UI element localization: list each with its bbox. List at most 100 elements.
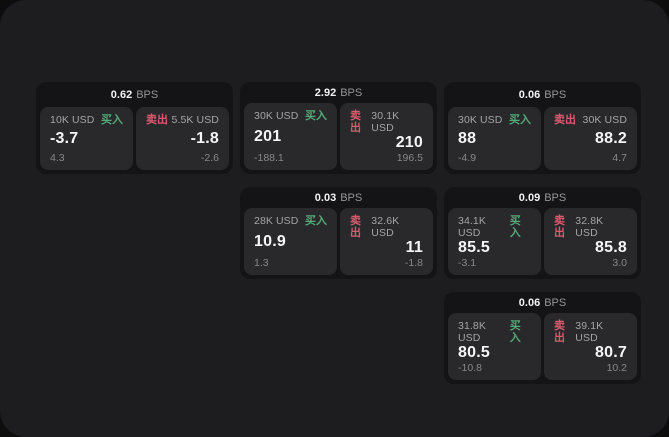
sell-side-label: 卖出 [554,320,565,344]
buy-change: 4.3 [50,152,65,164]
bps-header: 0.09 BPS [448,187,637,208]
buy-side-label: 买入 [509,320,521,344]
buy-tile-top: 10K USD 买入 [50,114,123,126]
sell-side-label: 卖出 [350,110,361,134]
bps-value: 0.06 [518,88,541,101]
sell-price: 11 [405,239,423,256]
sell-change: -2.6 [200,152,219,164]
sell-size: 30K USD [582,114,627,126]
buy-change: -4.9 [458,152,477,164]
quote-card: 0.03 BPS 28K USD 买入 10.9 1.3 卖出 32.6K US… [240,187,437,279]
buy-size: 30K USD [254,110,299,122]
bps-header: 0.62 BPS [40,82,229,107]
sell-change: 10.2 [606,362,627,374]
buy-size: 30K USD [458,114,503,126]
bps-value: 0.62 [110,88,133,101]
bps-unit: BPS [544,88,567,101]
buy-price: 85.5 [458,239,490,256]
buy-quote-tile[interactable]: 30K USD 买入 88 -4.9 [448,107,541,170]
buy-price: 10.9 [254,233,286,250]
buy-size: 31.8K USD [458,320,486,344]
sell-change: 196.5 [396,152,423,164]
bps-unit: BPS [340,191,363,204]
buy-quote-tile[interactable]: 30K USD 买入 201 -188.1 [244,103,337,170]
buy-tile-top: 30K USD 买入 [458,114,531,126]
buy-change: -3.1 [458,257,477,269]
sell-quote-tile[interactable]: 卖出 32.8K USD 85.8 3.0 [544,208,637,275]
card-body: 34.1K USD 买入 85.5 -3.1 卖出 32.8K USD 85.8… [448,208,637,275]
quote-card: 0.06 BPS 30K USD 买入 88 -4.9 卖出 30K USD 8… [444,82,641,174]
sell-price: 88.2 [595,130,627,147]
card-body: 30K USD 买入 88 -4.9 卖出 30K USD 88.2 4.7 [448,107,637,170]
sell-size: 32.6K USD [371,215,400,239]
bps-header: 0.06 BPS [448,82,637,107]
buy-side-label: 买入 [305,110,327,122]
buy-side-label: 买入 [305,215,327,227]
buy-price: 80.5 [458,344,490,361]
sell-tile-top: 卖出 30K USD [554,114,627,126]
bps-value: 0.09 [518,191,541,204]
sell-size: 30.1K USD [371,110,400,134]
buy-size: 28K USD [254,215,299,227]
sell-tile-top: 卖出 32.8K USD [554,215,627,239]
buy-change: -188.1 [254,152,284,164]
buy-quote-tile[interactable]: 10K USD 买入 -3.7 4.3 [40,107,133,170]
bps-value: 0.06 [518,296,541,309]
buy-quote-tile[interactable]: 34.1K USD 买入 85.5 -3.1 [448,208,541,275]
buy-quote-tile[interactable]: 28K USD 买入 10.9 1.3 [244,208,337,275]
buy-side-label: 买入 [509,114,531,126]
buy-change: 1.3 [254,257,269,269]
sell-quote-tile[interactable]: 卖出 32.6K USD 11 -1.8 [340,208,433,275]
sell-tile-top: 卖出 5.5K USD [146,114,219,126]
quote-card: 0.06 BPS 31.8K USD 买入 80.5 -10.8 卖出 39.1… [444,292,641,384]
quote-card: 0.09 BPS 34.1K USD 买入 85.5 -3.1 卖出 32.8K… [444,187,641,279]
sell-size: 39.1K USD [575,320,604,344]
buy-side-label: 买入 [509,215,521,239]
sell-quote-tile[interactable]: 卖出 5.5K USD -1.8 -2.6 [136,107,229,170]
sell-size: 32.8K USD [575,215,604,239]
bps-header: 2.92 BPS [244,82,433,103]
sell-tile-top: 卖出 30.1K USD [350,110,423,134]
buy-tile-top: 28K USD 买入 [254,215,327,227]
buy-size: 10K USD [50,114,95,126]
sell-quote-tile[interactable]: 卖出 30K USD 88.2 4.7 [544,107,637,170]
buy-change: -10.8 [458,362,482,374]
bps-header: 0.03 BPS [244,187,433,208]
buy-tile-top: 30K USD 买入 [254,110,327,122]
buy-price: 88 [458,130,477,147]
sell-change: -1.8 [404,257,423,269]
buy-tile-top: 34.1K USD 买入 [458,215,531,239]
bps-unit: BPS [544,296,567,309]
sell-change: 3.0 [612,257,627,269]
bps-unit: BPS [340,86,363,99]
quote-card: 0.62 BPS 10K USD 买入 -3.7 4.3 卖出 5.5K USD… [36,82,233,174]
bps-unit: BPS [544,191,567,204]
sell-size: 5.5K USD [171,114,219,126]
sell-quote-tile[interactable]: 卖出 39.1K USD 80.7 10.2 [544,313,637,380]
buy-tile-top: 31.8K USD 买入 [458,320,531,344]
bps-header: 0.06 BPS [448,292,637,313]
sell-side-label: 卖出 [554,114,576,126]
sell-quote-tile[interactable]: 卖出 30.1K USD 210 196.5 [340,103,433,170]
sell-tile-top: 卖出 39.1K USD [554,320,627,344]
sell-tile-top: 卖出 32.6K USD [350,215,423,239]
buy-price: 201 [254,128,282,145]
buy-quote-tile[interactable]: 31.8K USD 买入 80.5 -10.8 [448,313,541,380]
card-body: 10K USD 买入 -3.7 4.3 卖出 5.5K USD -1.8 -2.… [40,107,229,170]
buy-size: 34.1K USD [458,215,486,239]
card-body: 31.8K USD 买入 80.5 -10.8 卖出 39.1K USD 80.… [448,313,637,380]
cards-grid: 0.62 BPS 10K USD 买入 -3.7 4.3 卖出 5.5K USD… [36,82,641,384]
buy-price: -3.7 [50,130,79,147]
sell-price: -1.8 [190,130,219,147]
sell-change: 4.7 [612,152,627,164]
card-body: 30K USD 买入 201 -188.1 卖出 30.1K USD 210 1… [244,103,433,170]
sell-side-label: 卖出 [146,114,168,126]
bps-value: 2.92 [314,86,337,99]
sell-price: 210 [395,134,423,151]
card-body: 28K USD 买入 10.9 1.3 卖出 32.6K USD 11 -1.8 [244,208,433,275]
bps-unit: BPS [136,88,159,101]
bps-value: 0.03 [314,191,337,204]
sell-side-label: 卖出 [350,215,361,239]
buy-side-label: 买入 [101,114,123,126]
